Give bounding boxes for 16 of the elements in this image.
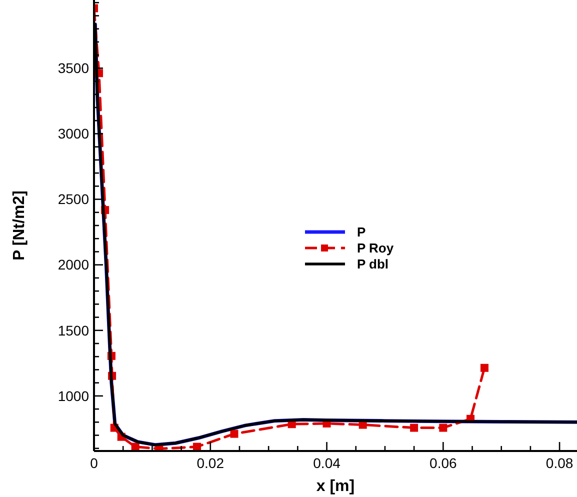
legend-label: P (357, 224, 366, 240)
x-tick-label: 0.04 (313, 455, 341, 471)
y-axis-title: P [Nt/m2] (11, 190, 28, 260)
y-tick-label: 2000 (58, 256, 90, 273)
y-tick-label: 1000 (58, 388, 90, 404)
x-tick-label: 0.02 (196, 455, 224, 471)
y-tick-label: 3000 (58, 126, 90, 142)
y-tick-label: 1500 (58, 322, 90, 338)
legend-label: P Roy (357, 240, 394, 256)
legend-label: P dbl (357, 256, 389, 272)
y-tick-label: 3500 (58, 60, 90, 76)
x-tick-label: 0 (90, 455, 98, 471)
x-tick-label: 0.06 (430, 455, 457, 471)
x-tick-label: 0.08 (546, 455, 574, 471)
x-axis-title: x [m] (316, 478, 355, 495)
y-tick-label: 2500 (58, 191, 90, 208)
